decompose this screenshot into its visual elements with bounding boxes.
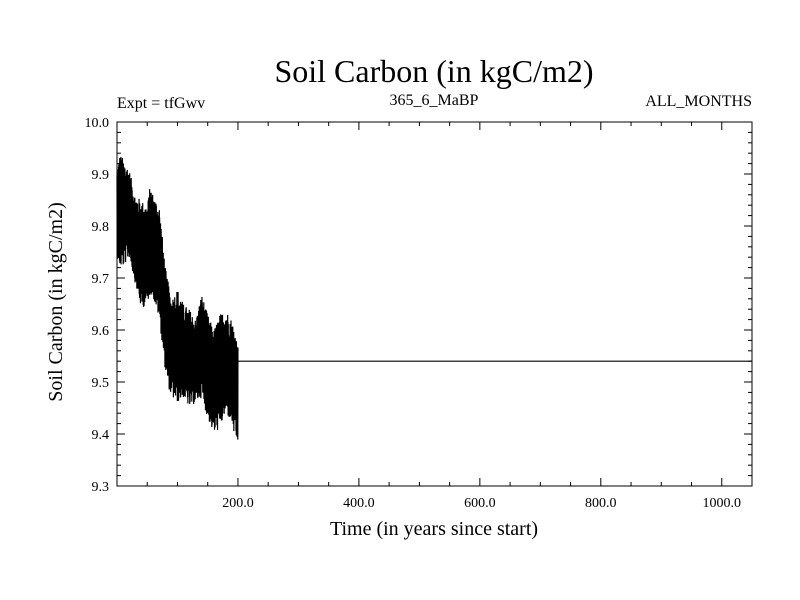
y-tick-label: 9.3 [92,480,110,495]
tick-layer: 9.3 9.4 9.5 9.6 9.7 9.8 9.9 10.0 200.0 400.0 600.0… [85,116,752,511]
x-tick-label: 600.0 [464,496,496,511]
x-tick-label: 800.0 [585,496,617,511]
y-tick-label: 9.7 [92,272,110,287]
x-axis-label: Time (in years since start) [330,518,538,540]
months-label: ALL_MONTHS [645,93,752,110]
x-tick-label: 1000.0 [703,496,742,511]
y-tick-label: 9.6 [92,324,110,339]
y-tick-label: 10.0 [85,116,110,131]
chart-title: Soil Carbon (in kgC/m2) [274,53,593,89]
experiment-label: Expt = tfGwv [117,95,205,112]
period-label: 365_6_MaBP [390,92,479,109]
y-tick-label: 9.4 [92,428,110,443]
plot-frame [116,121,753,487]
y-tick-label: 9.5 [92,376,110,391]
y-tick-label: 9.8 [92,220,110,235]
y-axis-label: Soil Carbon (in kgC/m2) [45,202,67,401]
data-layer [116,156,752,440]
x-tick-label: 200.0 [222,496,254,511]
x-tick-label: 400.0 [343,496,375,511]
series-line-variable [116,156,239,440]
y-tick-label: 9.9 [92,168,110,183]
